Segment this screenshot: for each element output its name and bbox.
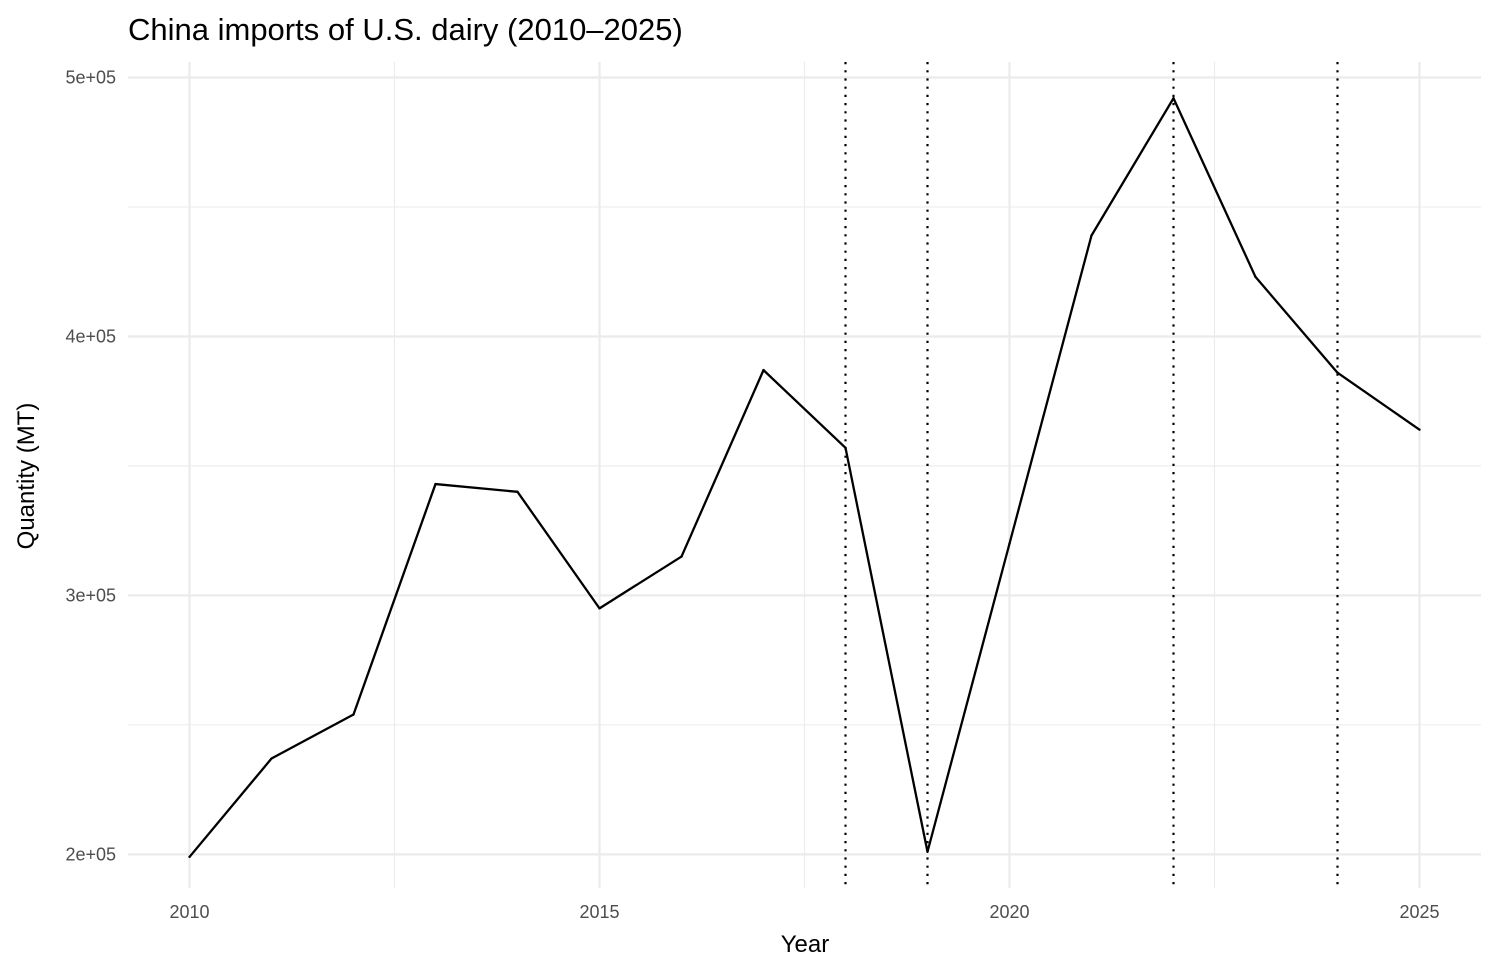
series-line bbox=[188, 97, 1421, 858]
data-point bbox=[762, 368, 765, 372]
x-tick-label: 2025 bbox=[1399, 902, 1439, 922]
y-tick-label: 2e+05 bbox=[65, 844, 116, 864]
data-point bbox=[680, 555, 683, 558]
y-axis-title: Quantity (MT) bbox=[13, 403, 40, 550]
data-point bbox=[1418, 428, 1421, 431]
series-layer bbox=[188, 97, 1421, 859]
x-axis-title: Year bbox=[781, 931, 830, 958]
data-point bbox=[598, 607, 601, 610]
data-point bbox=[1008, 542, 1011, 545]
x-tick-label: 2020 bbox=[989, 902, 1029, 922]
chart-title: China imports of U.S. dairy (2010–2025) bbox=[128, 12, 683, 47]
data-point bbox=[516, 490, 519, 494]
event-lines-layer bbox=[844, 62, 1339, 888]
y-tick-labels: 2e+05 3e+05 4e+05 5e+05 bbox=[65, 68, 116, 865]
y-tick-label: 5e+05 bbox=[65, 68, 116, 88]
x-tick-label: 2010 bbox=[169, 902, 209, 922]
data-point bbox=[1254, 275, 1257, 279]
y-tick-label: 4e+05 bbox=[65, 326, 116, 346]
data-point bbox=[1336, 371, 1339, 374]
data-point bbox=[270, 757, 273, 760]
grid-layer bbox=[128, 62, 1481, 888]
data-point bbox=[844, 446, 847, 450]
data-point bbox=[1090, 234, 1093, 237]
data-point bbox=[926, 850, 929, 853]
x-tick-labels: 2010 2015 2020 2025 bbox=[169, 902, 1439, 922]
data-point bbox=[1172, 97, 1175, 100]
x-tick-label: 2015 bbox=[579, 902, 619, 922]
data-point bbox=[188, 855, 191, 859]
y-tick-label: 3e+05 bbox=[65, 585, 116, 605]
data-point bbox=[434, 482, 437, 486]
data-point bbox=[352, 713, 355, 716]
